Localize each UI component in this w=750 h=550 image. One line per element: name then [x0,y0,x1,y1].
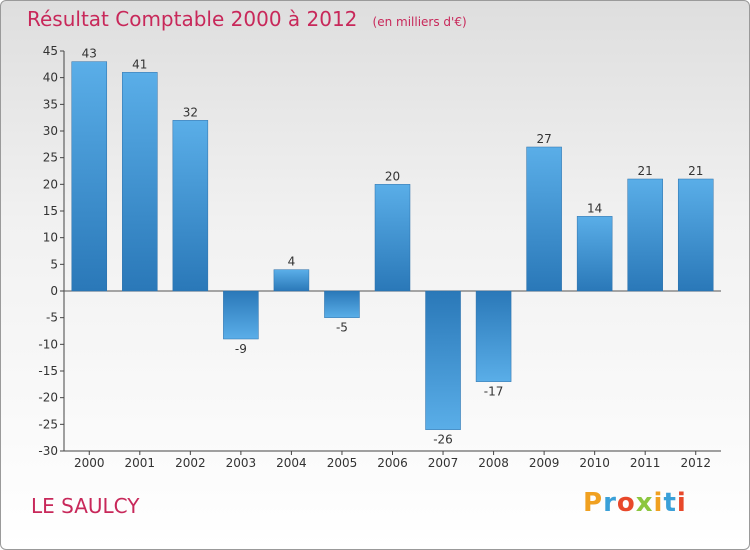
y-tick-label: -30 [38,444,58,458]
data-label-2003: -9 [235,342,247,356]
x-tick-label-2000: 2000 [74,456,105,470]
chart-bars [71,61,714,430]
data-label-2005: -5 [336,321,348,335]
data-label-2004: 4 [288,255,296,269]
bar-2004[interactable] [273,269,310,292]
x-tick-label-2007: 2007 [428,456,459,470]
x-tick-label-2012: 2012 [680,456,711,470]
y-tick-label: 0 [50,284,58,298]
y-tick-label: -5 [46,311,58,325]
chart-unit: (en milliers d'€) [372,15,467,29]
bar-2003[interactable] [223,290,259,340]
bar-2010[interactable] [576,216,613,292]
bar-2012[interactable] [677,178,714,292]
x-tick-label-2010: 2010 [579,456,610,470]
y-tick-label: 20 [43,177,58,191]
chart-axes: 45 40 35 30 25 20 15 10 5 0 -5 -10 -15 -20 -25 -30 2000 2… [38,44,721,470]
y-tick-label: 25 [43,151,58,165]
data-label-2011: 21 [638,164,653,178]
y-tick-label: 40 [43,71,58,85]
x-tick-label-2002: 2002 [175,456,206,470]
x-tick-label-2005: 2005 [327,456,358,470]
data-label-2001: 41 [132,57,147,71]
data-label-2007: -26 [433,433,453,447]
bar-2001[interactable] [122,72,158,292]
x-tick-label-2008: 2008 [478,456,509,470]
bar-2006[interactable] [374,184,411,292]
title-row: Résultat Comptable 2000 à 2012 (en milli… [27,7,467,31]
y-tick-label: 30 [43,124,58,138]
bar-2000[interactable] [71,61,108,292]
y-tick-label: -20 [38,391,58,405]
bar-2002[interactable] [172,120,209,292]
x-tick-label-2001: 2001 [125,456,156,470]
data-label-2009: 27 [536,132,551,146]
bar-2007[interactable] [425,290,461,430]
bar-2009[interactable] [526,146,562,292]
x-tick-label-2009: 2009 [529,456,560,470]
data-label-2002: 32 [183,105,198,119]
bar-2005[interactable] [324,290,360,318]
y-tick-label: -25 [38,417,58,431]
x-tick-label-2006: 2006 [377,456,408,470]
data-label-2000: 43 [82,47,97,61]
y-tick-label: 10 [43,231,58,245]
data-label-2012: 21 [688,164,703,178]
proxiti-logo[interactable]: Proxiti [583,488,687,518]
x-tick-label-2003: 2003 [226,456,257,470]
y-tick-label: 15 [43,204,58,218]
x-tick-label-2011: 2011 [630,456,661,470]
y-tick-label: 35 [43,97,58,111]
town-name: LE SAULCY [31,494,140,518]
chart-title: Résultat Comptable 2000 à 2012 [27,7,358,31]
data-label-2008: -17 [484,385,504,399]
y-tick-label: 45 [43,44,58,58]
chart-data-labels: 43 41 32 -9 4 -5 20 -26 -17 27 14 21 21 [82,47,704,447]
data-label-2010: 14 [587,201,602,215]
y-tick-label: -15 [38,364,58,378]
x-tick-label-2004: 2004 [276,456,307,470]
y-tick-label: 5 [50,257,58,271]
data-label-2006: 20 [385,169,400,183]
y-tick-label: -10 [38,337,58,351]
bar-2008[interactable] [475,290,512,382]
bar-2011[interactable] [627,178,663,292]
